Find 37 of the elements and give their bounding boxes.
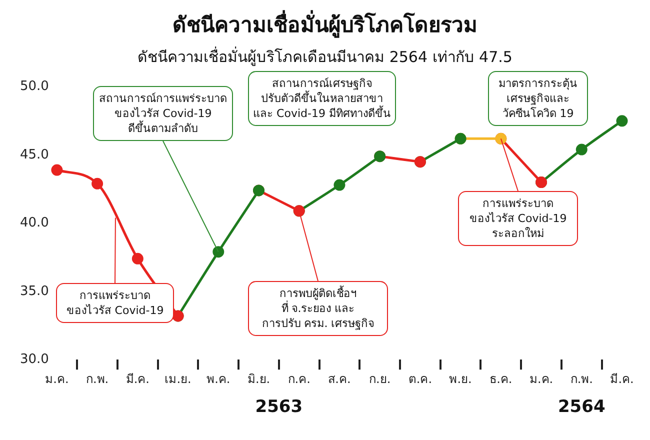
x-tick-label: ก.ย. xyxy=(369,372,391,386)
x-tick-label: พ.ค. xyxy=(206,372,230,386)
x-tick-label: ก.ค. xyxy=(288,372,310,386)
x-tick-label: ม.ค. xyxy=(529,372,554,386)
annotation: มาตรการกระตุ้น เศรษฐกิจและ วัคซีนโควิด 19 xyxy=(488,71,588,126)
chart-subtitle: ดัชนีความเชื่อมั่นผู้บริโภคเดือนมีนาคม 2564 เท่ากับ 47.5 xyxy=(136,46,514,68)
y-tick-label: 30.0 xyxy=(20,352,49,367)
x-tick-label: ก.พ. xyxy=(86,372,109,386)
annotation: สถานการณ์เศรษฐกิจ ปรับตัวดีขึ้นในหลายสาขา และ Covid-19 มีทิศทางดีขึ้น xyxy=(248,71,396,126)
x-tick-label: มี.ค. xyxy=(610,372,634,386)
text: 2564 xyxy=(558,397,606,417)
x-tick-label: ส.ค. xyxy=(328,372,351,386)
point xyxy=(334,179,346,191)
y-tick-label: 40.0 xyxy=(20,216,49,231)
x-tick-label: ธ.ค. xyxy=(490,372,512,386)
x-tick-label: ต.ค. xyxy=(408,372,432,386)
point xyxy=(132,252,144,264)
x-tick-label: ก.พ. xyxy=(570,372,593,386)
x-tick-label: มี.ค. xyxy=(126,372,150,386)
text: 2563 xyxy=(255,397,303,417)
x-tick-label: พ.ย. xyxy=(449,372,472,386)
point xyxy=(92,178,104,190)
annotation: การแพร่ระบาด ของไวรัส Covid-19 xyxy=(56,283,174,323)
x-tick-label: ม.ค. xyxy=(45,372,69,386)
annotation: การพบผู้ติดเชื้อฯ ที่ จ.ระยอง และ การปรับ ครม. เศรษฐกิจ xyxy=(248,281,388,336)
y-tick-label: 35.0 xyxy=(20,284,49,299)
annotation: การแพร่ระบาด ของไวรัส Covid-19 ระลอกใหม่ xyxy=(458,191,578,246)
point xyxy=(616,115,628,127)
point xyxy=(51,164,63,176)
point xyxy=(576,144,588,156)
point xyxy=(212,246,224,258)
annotation: สถานการณ์การแพร่ระบาด ของไวรัส Covid-19 ดีขึ้นตามลำดับ xyxy=(93,86,233,141)
x-tick-label: เม.ย. xyxy=(164,372,192,386)
x-tick-label: มิ.ย. xyxy=(247,372,270,386)
chart-title: ดัชนีความเชื่อมั่นผู้บริโภคโดยรวม xyxy=(172,9,478,40)
y-tick-label: 50.0 xyxy=(20,79,49,94)
y-tick-label: 45.0 xyxy=(20,147,49,162)
